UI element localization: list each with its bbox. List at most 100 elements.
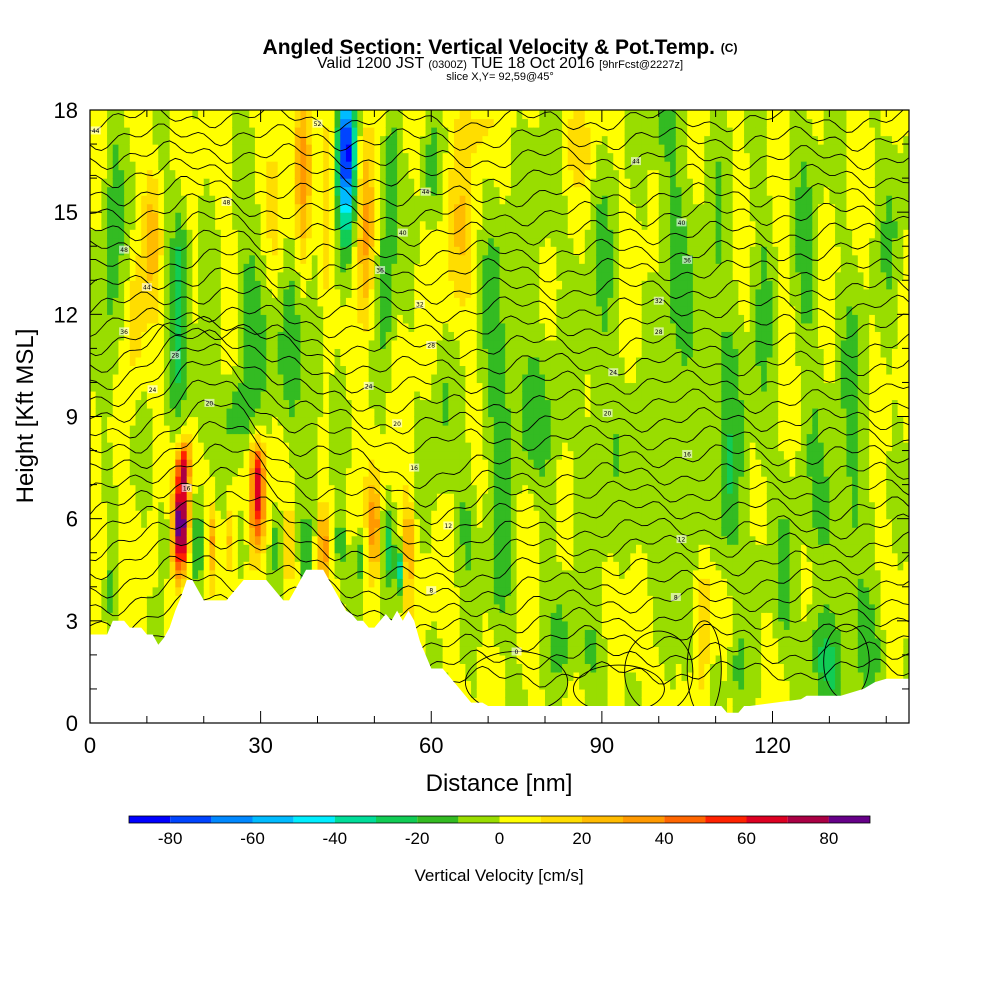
velocity-cell <box>141 246 148 256</box>
velocity-cell <box>340 493 347 503</box>
velocity-cell <box>289 527 296 537</box>
velocity-cell <box>402 127 410 137</box>
velocity-cell <box>198 331 205 341</box>
velocity-cell <box>107 118 114 128</box>
velocity-cell <box>465 450 472 460</box>
velocity-cell <box>101 203 108 213</box>
velocity-cell <box>431 237 438 247</box>
velocity-cell <box>471 510 478 520</box>
velocity-cell <box>129 569 137 579</box>
velocity-cell <box>232 569 239 579</box>
velocity-cell <box>345 195 353 205</box>
velocity-cell <box>357 476 364 486</box>
velocity-cell <box>152 501 159 511</box>
velocity-cell <box>300 118 307 128</box>
velocity-cell <box>351 442 358 452</box>
velocity-cell <box>357 390 364 401</box>
velocity-cell <box>260 246 267 256</box>
velocity-cell <box>198 288 205 298</box>
velocity-cell <box>226 442 233 452</box>
velocity-cell <box>442 586 449 596</box>
velocity-cell <box>152 297 159 307</box>
velocity-cell <box>442 186 449 196</box>
velocity-cell <box>163 280 171 290</box>
velocity-cell <box>363 527 370 537</box>
velocity-cell <box>357 527 364 537</box>
velocity-cell <box>237 518 245 528</box>
velocity-cell <box>391 118 398 128</box>
velocity-cell <box>124 433 131 443</box>
velocity-cell <box>328 178 336 188</box>
velocity-cell <box>465 561 472 571</box>
velocity-cell <box>300 203 307 213</box>
velocity-cell <box>345 442 353 452</box>
velocity-cell <box>471 348 478 358</box>
velocity-cell <box>357 110 364 120</box>
velocity-cell <box>345 493 353 503</box>
velocity-cell <box>135 603 142 613</box>
velocity-cell <box>476 467 484 477</box>
velocity-cell <box>266 237 273 247</box>
velocity-cell <box>112 212 120 222</box>
velocity-cell <box>368 603 375 613</box>
velocity-cell <box>419 442 427 452</box>
velocity-cell <box>442 544 449 554</box>
velocity-cell <box>436 314 444 324</box>
velocity-cell <box>289 305 296 315</box>
velocity-cell <box>363 399 370 409</box>
velocity-cell <box>323 169 330 179</box>
velocity-cell <box>306 510 313 520</box>
velocity-cell <box>283 212 290 222</box>
velocity-cell <box>459 416 466 426</box>
velocity-cell <box>408 322 415 332</box>
velocity-cell <box>169 459 176 469</box>
velocity-cell <box>459 305 466 315</box>
velocity-cell <box>300 467 307 477</box>
velocity-cell <box>266 544 273 554</box>
velocity-cell <box>135 339 142 349</box>
velocity-cell <box>397 322 404 332</box>
velocity-cell <box>198 161 205 171</box>
velocity-cell <box>363 467 370 477</box>
velocity-cell <box>146 118 154 128</box>
velocity-cell <box>129 314 137 324</box>
velocity-cell <box>215 212 222 222</box>
velocity-cell <box>272 399 279 409</box>
velocity-cell <box>419 169 427 179</box>
velocity-cell <box>442 433 449 443</box>
velocity-cell <box>203 544 211 554</box>
velocity-cell <box>203 314 211 324</box>
velocity-cell <box>215 365 222 375</box>
velocity-cell <box>112 127 120 137</box>
velocity-cell <box>419 450 427 460</box>
velocity-cell <box>146 629 154 639</box>
velocity-cell <box>141 535 148 545</box>
velocity-cell <box>397 390 404 401</box>
velocity-cell <box>317 339 324 349</box>
velocity-cell <box>380 390 387 401</box>
velocity-cell <box>448 442 455 452</box>
velocity-cell <box>283 161 290 171</box>
velocity-cell <box>357 433 364 443</box>
velocity-cell <box>323 237 330 247</box>
velocity-cell <box>425 407 432 418</box>
velocity-cell <box>141 620 148 630</box>
velocity-cell <box>198 569 205 579</box>
velocity-cell <box>425 399 432 409</box>
velocity-cell <box>363 288 370 298</box>
velocity-cell <box>425 382 432 392</box>
velocity-cell <box>374 152 381 162</box>
velocity-cell <box>90 288 97 298</box>
velocity-cell <box>340 450 347 460</box>
velocity-cell <box>220 237 228 247</box>
velocity-cell <box>249 220 256 230</box>
velocity-cell <box>408 586 415 596</box>
velocity-cell <box>203 493 211 503</box>
velocity-cell <box>254 416 262 426</box>
velocity-cell <box>351 135 358 145</box>
velocity-cell <box>465 680 472 690</box>
velocity-cell <box>289 297 296 307</box>
velocity-cell <box>107 612 114 622</box>
velocity-cell <box>459 552 466 562</box>
velocity-cell <box>107 356 114 367</box>
